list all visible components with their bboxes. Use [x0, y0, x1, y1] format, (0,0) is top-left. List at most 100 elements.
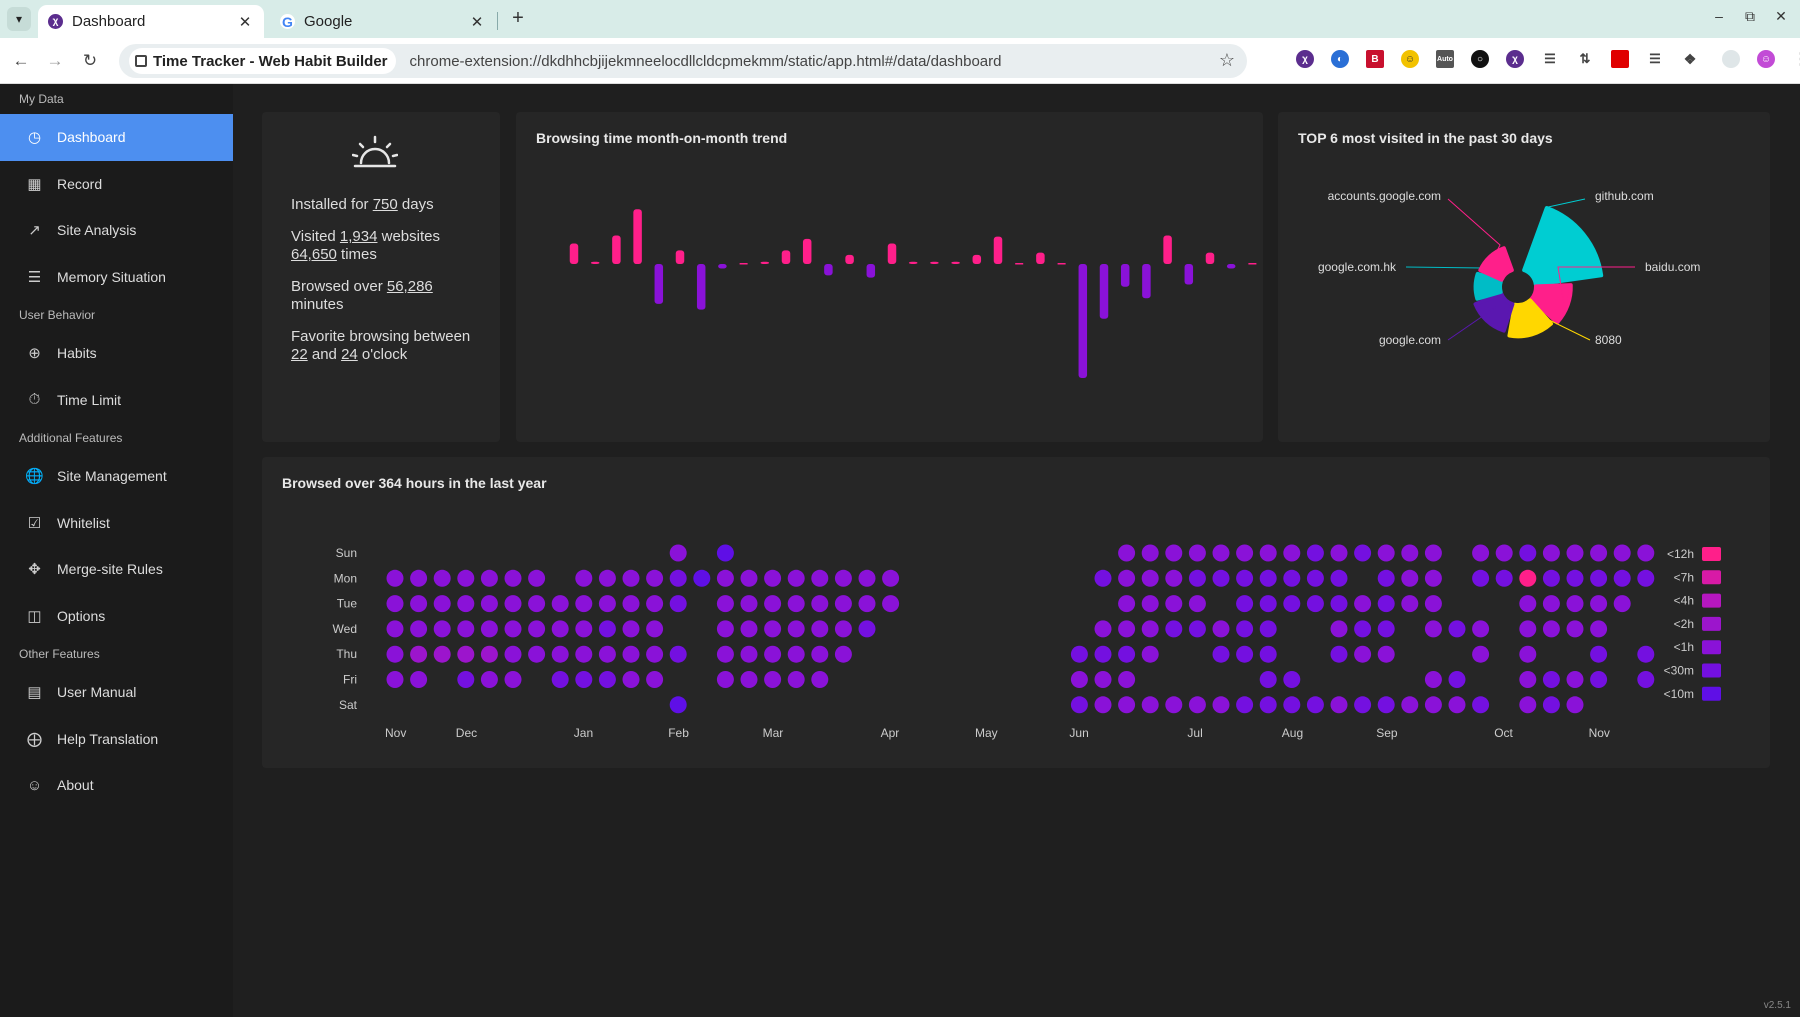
heatmap-cell[interactable] — [1542, 671, 1560, 688]
heatmap-cell[interactable] — [1236, 645, 1254, 663]
heatmap-cell[interactable] — [1330, 620, 1348, 638]
heatmap-cell[interactable] — [1188, 595, 1206, 613]
more-menu-icon[interactable]: ⋮ — [1792, 50, 1800, 68]
heatmap-cell[interactable] — [622, 620, 640, 638]
heatmap-cell[interactable] — [1212, 696, 1230, 714]
heatmap-cell[interactable] — [764, 645, 782, 663]
heatmap-cell[interactable] — [1401, 569, 1419, 587]
heatmap-cell[interactable] — [1519, 620, 1537, 638]
trend-bar-up[interactable] — [802, 238, 812, 264]
heatmap-cell[interactable] — [1472, 620, 1490, 638]
time-tracker-extension-icon[interactable]: χ — [1296, 50, 1314, 68]
heatmap-cell[interactable] — [1330, 696, 1348, 714]
heatmap-cell[interactable] — [622, 569, 640, 587]
heatmap-cell[interactable] — [1472, 569, 1490, 587]
heatmap-cell[interactable] — [1448, 620, 1466, 638]
sidebar-item-dashboard[interactable]: ◷ Dashboard — [0, 114, 233, 161]
heatmap-cell[interactable] — [480, 620, 498, 638]
b-extension-icon[interactable]: B — [1366, 50, 1384, 68]
heatmap-cell[interactable] — [1118, 595, 1136, 613]
heatmap-cell[interactable] — [1590, 620, 1608, 638]
heatmap-cell[interactable] — [1566, 671, 1584, 688]
heatmap-cell[interactable] — [551, 595, 569, 613]
heatmap-cell[interactable] — [598, 595, 616, 613]
heatmap-cell[interactable] — [551, 645, 569, 663]
heatmap-cell[interactable] — [1401, 595, 1419, 613]
heatmap-cell[interactable] — [834, 620, 852, 638]
heatmap-cell[interactable] — [622, 671, 640, 688]
heatmap-cell[interactable] — [1637, 671, 1655, 688]
heatmap-cell[interactable] — [1306, 696, 1324, 714]
heatmap-cell[interactable] — [1424, 620, 1442, 638]
heatmap-cell[interactable] — [528, 595, 546, 613]
purple-extension-icon[interactable]: χ — [1506, 50, 1524, 68]
heatmap-cell[interactable] — [811, 620, 829, 638]
heatmap-cell[interactable] — [1519, 595, 1537, 613]
heatmap-cell[interactable] — [764, 671, 782, 688]
trend-bar-up[interactable] — [590, 261, 600, 264]
pie-slice[interactable] — [1473, 291, 1515, 333]
heatmap-cell[interactable] — [716, 544, 734, 562]
heatmap-cell[interactable] — [1542, 569, 1560, 587]
tab-google[interactable]: G Google ✕ — [270, 5, 496, 38]
heatmap-cell[interactable] — [1141, 696, 1159, 714]
heatmap-cell[interactable] — [598, 620, 616, 638]
heatmap-cell[interactable] — [669, 645, 687, 663]
smiley-extension-icon[interactable]: ☺ — [1401, 50, 1419, 68]
trend-bar-up[interactable] — [972, 254, 982, 264]
heatmap-cell[interactable] — [1118, 645, 1136, 663]
heatmap-cell[interactable] — [740, 569, 758, 587]
heatmap-cell[interactable] — [811, 645, 829, 663]
forward-arrow-icon[interactable]: → — [46, 51, 64, 70]
heatmap-cell[interactable] — [1424, 595, 1442, 613]
heatmap-cell[interactable] — [858, 569, 876, 587]
tab-search-chevron-icon[interactable]: ▾ — [7, 7, 31, 31]
heatmap-cell[interactable] — [1472, 645, 1490, 663]
pie-slice[interactable] — [1529, 283, 1573, 325]
heatmap-cell[interactable] — [834, 595, 852, 613]
heatmap-cell[interactable] — [1306, 595, 1324, 613]
heatmap-cell[interactable] — [669, 595, 687, 613]
heatmap-cell[interactable] — [1637, 544, 1655, 562]
heatmap-cell[interactable] — [1236, 620, 1254, 638]
pie-slice[interactable] — [1522, 206, 1604, 287]
trend-bar-up[interactable] — [930, 261, 939, 264]
heatmap-cell[interactable] — [1141, 645, 1159, 663]
heatmap-cell[interactable] — [1141, 620, 1159, 638]
heatmap-cell[interactable] — [882, 595, 900, 613]
trend-bar-down[interactable] — [824, 264, 833, 276]
heatmap-cell[interactable] — [504, 569, 522, 587]
list-extension-icon[interactable]: ☰ — [1544, 51, 1556, 66]
heatmap-cell[interactable] — [1212, 569, 1230, 587]
heatmap-cell[interactable] — [1401, 696, 1419, 714]
heatmap-cell[interactable] — [598, 569, 616, 587]
pie-slice[interactable] — [1507, 298, 1554, 339]
heatmap-cell[interactable] — [1236, 696, 1254, 714]
heatmap-cell[interactable] — [716, 620, 734, 638]
trend-bar-up[interactable] — [760, 261, 770, 264]
heatmap-cell[interactable] — [386, 569, 404, 587]
heatmap-cell[interactable] — [740, 671, 758, 688]
heatmap-cell[interactable] — [1542, 696, 1560, 714]
heatmap-cell[interactable] — [787, 645, 805, 663]
heatmap-cell[interactable] — [528, 645, 546, 663]
heatmap-cell[interactable] — [457, 569, 475, 587]
sidebar-item-site-analysis[interactable]: ↗ Site Analysis — [0, 207, 233, 254]
heatmap-cell[interactable] — [528, 569, 546, 587]
heatmap-cell[interactable] — [669, 569, 687, 587]
heatmap-cell[interactable] — [1283, 595, 1301, 613]
heatmap-cell[interactable] — [622, 645, 640, 663]
heatmap-cell[interactable] — [410, 671, 428, 688]
heatmap-cell[interactable] — [669, 696, 687, 714]
circle-extension-icon[interactable]: ○ — [1471, 50, 1489, 68]
heatmap-cell[interactable] — [1354, 620, 1372, 638]
heatmap-cell[interactable] — [480, 645, 498, 663]
heatmap-cell[interactable] — [1141, 595, 1159, 613]
trend-bar-down[interactable] — [1226, 264, 1236, 269]
trend-bar-up[interactable] — [781, 250, 791, 264]
heatmap-cell[interactable] — [1542, 620, 1560, 638]
trend-bar-down[interactable] — [1184, 264, 1194, 285]
heatmap-cell[interactable] — [1165, 569, 1183, 587]
heatmap-cell[interactable] — [764, 569, 782, 587]
heatmap-cell[interactable] — [1377, 645, 1395, 663]
